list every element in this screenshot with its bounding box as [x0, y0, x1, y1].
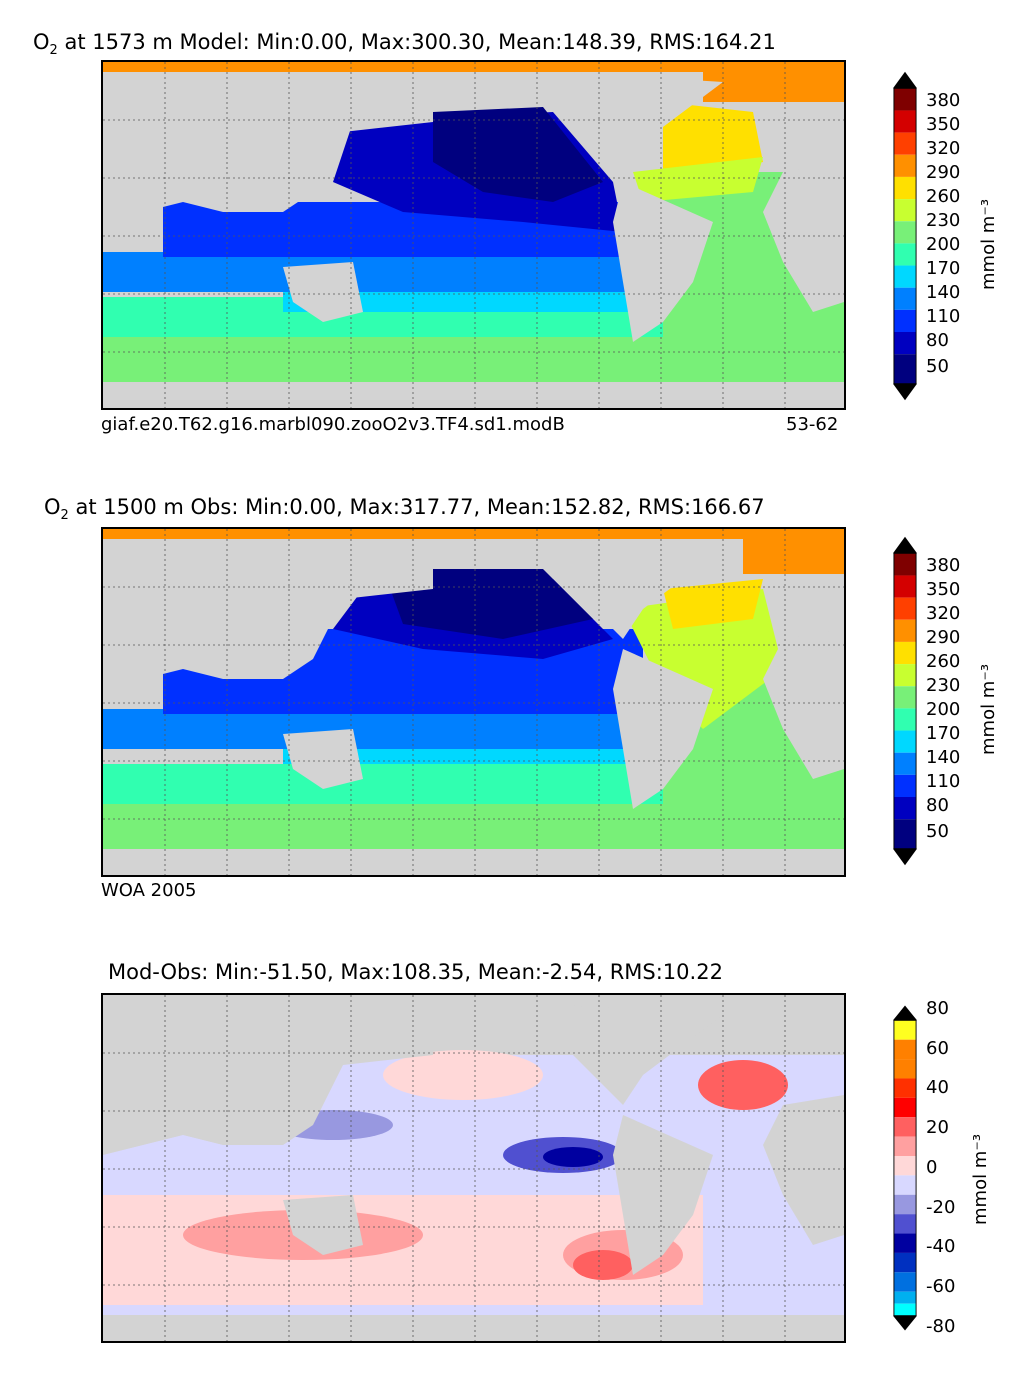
- tick: 140: [926, 747, 961, 768]
- diff-darkblue-patch: [543, 1147, 603, 1167]
- panel1-caption-right: 53-62: [786, 414, 839, 435]
- land-africa: [763, 162, 844, 312]
- panel3-grid: [103, 995, 844, 1341]
- panel2-colorbar: [893, 536, 917, 866]
- tick: 80: [926, 998, 949, 1019]
- land-south-america: [613, 1115, 713, 1275]
- panel3-title-text: Mod-Obs: Min:-51.50, Max:108.35, Mean:-2…: [108, 960, 723, 984]
- panel3-unit: mmol m⁻³: [970, 1133, 991, 1225]
- tick: 320: [926, 138, 961, 159]
- diff-red-patch: [573, 1250, 633, 1280]
- panel1-title-sub: 2: [49, 43, 58, 59]
- tick: -80: [926, 1316, 956, 1337]
- tick: 200: [926, 234, 961, 255]
- arctic-orange-2: [743, 529, 844, 574]
- tick: 380: [926, 555, 961, 576]
- tick: 0: [926, 1157, 938, 1178]
- land-south-america: [613, 649, 713, 809]
- panel2-title: O2 at 1500 m Obs: Min:0.00, Max:317.77, …: [44, 495, 765, 523]
- panel2-title-sub: 2: [60, 508, 69, 524]
- diff-pink-north: [383, 1050, 543, 1100]
- tick: 290: [926, 627, 961, 648]
- arctic-orange-2: [703, 62, 844, 102]
- land-americas-north: [563, 72, 723, 172]
- tick: 110: [926, 771, 961, 792]
- land-antarctica: [103, 382, 844, 408]
- land-south-america: [613, 182, 713, 342]
- land-africa: [763, 1095, 844, 1245]
- pacific-deep: [383, 569, 593, 639]
- tick: 140: [926, 282, 961, 303]
- land-australia: [283, 729, 363, 789]
- tick: 80: [926, 795, 949, 816]
- panel2-title-text: at 1500 m Obs: Min:0.00, Max:317.77, Mea…: [68, 495, 765, 519]
- tick: 230: [926, 675, 961, 696]
- panel2-caption-left: WOA 2005: [101, 880, 197, 901]
- tick: 50: [926, 356, 949, 377]
- land-antarctica: [103, 1315, 844, 1341]
- land-australia: [283, 262, 363, 322]
- tick: 170: [926, 258, 961, 279]
- land-eurasia: [103, 72, 433, 222]
- panel1-caption-left: giaf.e20.T62.g16.marbl090.zooO2v3.TF4.sd…: [101, 414, 565, 435]
- tick: 290: [926, 162, 961, 183]
- atlantic-yellow: [663, 579, 763, 629]
- atlantic-lime: [623, 589, 783, 729]
- atlantic-lime: [633, 157, 763, 202]
- arctic-orange: [103, 62, 844, 72]
- tick: -60: [926, 1276, 956, 1297]
- band-mid-blue: [103, 709, 643, 749]
- panel1-grid: [103, 62, 844, 408]
- tick: 380: [926, 90, 961, 111]
- panel2-grid: [103, 529, 844, 875]
- pacific-deep: [433, 107, 603, 202]
- tick: 170: [926, 723, 961, 744]
- tick: 60: [926, 1038, 949, 1059]
- panel1-title-o: O: [33, 30, 50, 54]
- land-americas-north: [563, 1005, 723, 1105]
- panel2-map: [101, 527, 846, 877]
- panel1-unit: mmol m⁻³: [978, 198, 999, 290]
- panel3-map: [101, 993, 846, 1343]
- land-africa: [763, 629, 844, 779]
- land-eurasia: [103, 539, 433, 689]
- land-eurasia: [103, 1005, 433, 1155]
- panel2-map-svg: [103, 529, 844, 875]
- panel3-map-svg: [103, 995, 844, 1341]
- band-south-teal: [103, 764, 663, 804]
- diff-red-patch: [698, 1060, 788, 1110]
- panel2-unit: mmol m⁻³: [978, 663, 999, 755]
- tick: 260: [926, 186, 961, 207]
- tick: -20: [926, 1197, 956, 1218]
- land-australia: [283, 1195, 363, 1255]
- land-antarctica: [103, 849, 844, 875]
- tick: 20: [926, 1117, 949, 1138]
- band-mid-blue: [103, 252, 643, 292]
- panel2-title-o: O: [44, 495, 61, 519]
- tick: 80: [926, 330, 949, 351]
- tick: 200: [926, 699, 961, 720]
- panel1-colorbar: [893, 71, 917, 401]
- panel3-colorbar: [893, 1005, 917, 1331]
- tick: 50: [926, 821, 949, 842]
- tick: 40: [926, 1077, 949, 1098]
- tick: 350: [926, 114, 961, 135]
- panel1-map-svg: [103, 62, 844, 408]
- arctic-orange: [103, 529, 844, 539]
- land-americas-north: [563, 539, 723, 639]
- panel1-title: O2 at 1573 m Model: Min:0.00, Max:300.30…: [33, 30, 776, 58]
- tick: 320: [926, 603, 961, 624]
- tick: -40: [926, 1236, 956, 1257]
- tick: 260: [926, 651, 961, 672]
- tick: 230: [926, 210, 961, 231]
- panel1-map: [101, 60, 846, 410]
- panel1-title-text: at 1573 m Model: Min:0.00, Max:300.30, M…: [57, 30, 776, 54]
- panel3-title: Mod-Obs: Min:-51.50, Max:108.35, Mean:-2…: [108, 960, 723, 984]
- tick: 110: [926, 306, 961, 327]
- tick: 350: [926, 579, 961, 600]
